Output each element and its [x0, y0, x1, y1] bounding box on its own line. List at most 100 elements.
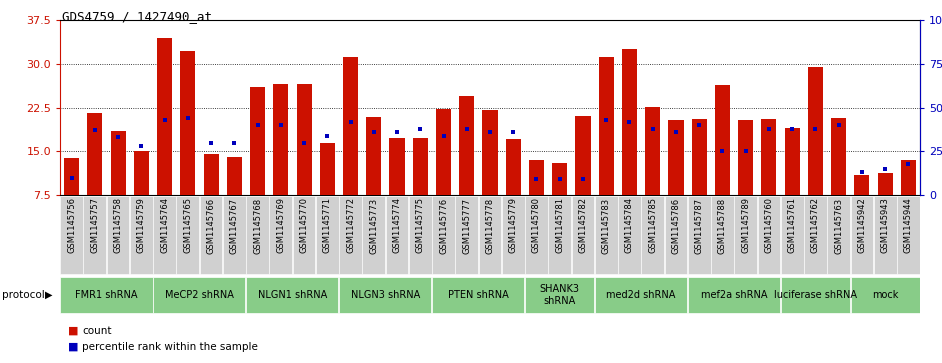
Bar [110, 131, 125, 195]
Bar [180, 51, 195, 195]
Text: GSM1145943: GSM1145943 [881, 197, 889, 253]
Bar [851, 277, 919, 313]
Bar [269, 196, 292, 274]
Text: NLGN3 shRNA: NLGN3 shRNA [350, 290, 420, 300]
Bar [594, 196, 618, 274]
Text: GSM1145770: GSM1145770 [300, 197, 309, 253]
Bar [854, 175, 869, 195]
Bar [130, 196, 153, 274]
Text: GSM1145757: GSM1145757 [90, 197, 99, 253]
Text: ■: ■ [68, 326, 78, 336]
Bar [645, 107, 660, 195]
Text: MeCP2 shRNA: MeCP2 shRNA [165, 290, 234, 300]
Text: GSM1145758: GSM1145758 [114, 197, 122, 253]
Text: GSM1145779: GSM1145779 [509, 197, 518, 253]
Bar [851, 196, 873, 274]
Bar [293, 196, 316, 274]
Bar [250, 87, 265, 195]
Bar [273, 84, 288, 195]
Bar [691, 119, 706, 195]
Text: GSM1145772: GSM1145772 [346, 197, 355, 253]
Bar [176, 196, 199, 274]
Text: GSM1145765: GSM1145765 [184, 197, 192, 253]
Text: GSM1145762: GSM1145762 [811, 197, 820, 253]
Text: ■: ■ [68, 342, 78, 352]
Bar [482, 110, 497, 195]
Bar [88, 113, 103, 195]
Bar [576, 116, 591, 195]
Bar [526, 277, 594, 313]
Bar [436, 109, 451, 195]
Bar [366, 117, 382, 195]
Text: GSM1145771: GSM1145771 [323, 197, 332, 253]
Text: NLGN1 shRNA: NLGN1 shRNA [258, 290, 327, 300]
Bar [739, 120, 754, 195]
Bar [154, 196, 176, 274]
Bar [804, 196, 827, 274]
Bar [599, 57, 614, 195]
Text: GSM1145767: GSM1145767 [230, 197, 239, 253]
Text: GSM1145769: GSM1145769 [276, 197, 285, 253]
Text: SHANK3
shRNA: SHANK3 shRNA [540, 284, 579, 306]
Bar [897, 196, 919, 274]
Bar [64, 158, 79, 195]
Text: mef2a shRNA: mef2a shRNA [701, 290, 768, 300]
Bar [432, 196, 455, 274]
Bar [506, 139, 521, 195]
Bar [247, 277, 338, 313]
Text: GSM1145785: GSM1145785 [648, 197, 658, 253]
Bar [808, 67, 823, 195]
Text: GDS4759 / 1427490_at: GDS4759 / 1427490_at [62, 10, 212, 23]
Bar [642, 196, 664, 274]
Bar [223, 196, 246, 274]
Bar [502, 196, 525, 274]
Bar [389, 138, 404, 195]
Bar [339, 277, 431, 313]
Text: GSM1145776: GSM1145776 [439, 197, 448, 253]
Bar [200, 196, 222, 274]
Bar [60, 277, 153, 313]
Bar [134, 151, 149, 195]
Bar [525, 196, 548, 274]
Text: ▶: ▶ [44, 290, 52, 300]
Text: GSM1145780: GSM1145780 [532, 197, 541, 253]
Text: GSM1145774: GSM1145774 [393, 197, 401, 253]
Bar [227, 157, 242, 195]
Text: GSM1145768: GSM1145768 [253, 197, 262, 253]
Text: GSM1145775: GSM1145775 [415, 197, 425, 253]
Bar [761, 119, 776, 195]
Bar [901, 160, 916, 195]
Bar [669, 120, 684, 195]
Text: GSM1145784: GSM1145784 [625, 197, 634, 253]
Bar [339, 196, 362, 274]
Bar [319, 143, 334, 195]
Bar [413, 138, 428, 195]
Bar [785, 128, 800, 195]
Text: GSM1145788: GSM1145788 [718, 197, 727, 253]
Text: GSM1145786: GSM1145786 [672, 197, 680, 253]
Text: GSM1145942: GSM1145942 [857, 197, 867, 253]
Bar [781, 277, 850, 313]
Text: GSM1145759: GSM1145759 [137, 197, 146, 253]
Text: GSM1145760: GSM1145760 [764, 197, 773, 253]
Bar [157, 37, 172, 195]
Text: GSM1145773: GSM1145773 [369, 197, 379, 253]
Text: GSM1145787: GSM1145787 [694, 197, 704, 253]
Bar [154, 277, 246, 313]
Text: GSM1145789: GSM1145789 [741, 197, 750, 253]
Text: med2d shRNA: med2d shRNA [607, 290, 675, 300]
Bar [459, 96, 475, 195]
Text: GSM1145944: GSM1145944 [904, 197, 913, 253]
Bar [60, 196, 83, 274]
Bar [874, 196, 897, 274]
Text: percentile rank within the sample: percentile rank within the sample [82, 342, 258, 352]
Text: count: count [82, 326, 111, 336]
Bar [827, 196, 850, 274]
Bar [343, 57, 358, 195]
Bar [528, 160, 544, 195]
Bar [479, 196, 501, 274]
Bar [688, 277, 780, 313]
Bar [84, 196, 106, 274]
Text: GSM1145783: GSM1145783 [602, 197, 610, 253]
Bar [831, 118, 846, 195]
